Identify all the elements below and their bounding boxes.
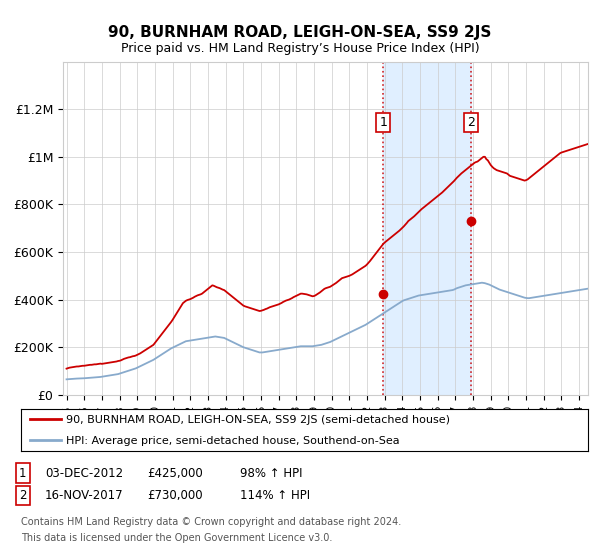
Text: 90, BURNHAM ROAD, LEIGH-ON-SEA, SS9 2JS: 90, BURNHAM ROAD, LEIGH-ON-SEA, SS9 2JS: [109, 25, 491, 40]
Text: This data is licensed under the Open Government Licence v3.0.: This data is licensed under the Open Gov…: [21, 533, 332, 543]
Text: HPI: Average price, semi-detached house, Southend-on-Sea: HPI: Average price, semi-detached house,…: [67, 436, 400, 446]
Text: £730,000: £730,000: [147, 489, 203, 502]
Text: £425,000: £425,000: [147, 466, 203, 480]
Text: 1: 1: [379, 116, 387, 129]
Text: Contains HM Land Registry data © Crown copyright and database right 2024.: Contains HM Land Registry data © Crown c…: [21, 517, 401, 527]
Bar: [383, 62, 471, 395]
Text: 2: 2: [467, 116, 475, 129]
Text: Price paid vs. HM Land Registry’s House Price Index (HPI): Price paid vs. HM Land Registry’s House …: [121, 42, 479, 55]
Text: 90, BURNHAM ROAD, LEIGH-ON-SEA, SS9 2JS (semi-detached house): 90, BURNHAM ROAD, LEIGH-ON-SEA, SS9 2JS …: [67, 415, 451, 425]
Text: 98% ↑ HPI: 98% ↑ HPI: [240, 466, 302, 480]
Text: 16-NOV-2017: 16-NOV-2017: [45, 489, 124, 502]
Text: 114% ↑ HPI: 114% ↑ HPI: [240, 489, 310, 502]
Text: 03-DEC-2012: 03-DEC-2012: [45, 466, 123, 480]
Text: 2: 2: [19, 489, 26, 502]
Text: 1: 1: [19, 466, 26, 480]
